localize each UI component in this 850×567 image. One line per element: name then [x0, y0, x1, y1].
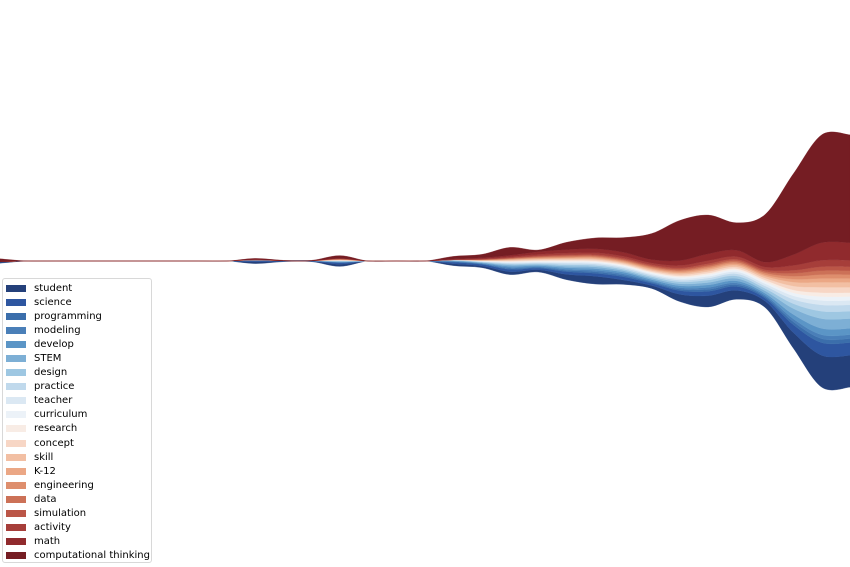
legend: student science programming modeling develop…: [2, 278, 152, 563]
legend-item-k-12: K-12: [6, 464, 151, 478]
legend-swatch: [6, 369, 26, 377]
legend-item-design: design: [6, 366, 151, 380]
legend-item-curriculum: curriculum: [6, 408, 151, 422]
legend-swatch: [6, 467, 26, 475]
legend-swatch: [6, 340, 26, 348]
legend-item-stem: STEM: [6, 351, 151, 365]
legend-label: curriculum: [34, 409, 88, 421]
legend-label: teacher: [34, 395, 73, 407]
legend-item-science: science: [6, 295, 151, 309]
legend-label: STEM: [34, 353, 62, 365]
legend-swatch: [6, 538, 26, 546]
legend-label: skill: [34, 451, 54, 463]
legend-item-practice: practice: [6, 380, 151, 394]
legend-swatch: [6, 552, 26, 560]
legend-label: design: [34, 367, 68, 379]
legend-label: practice: [34, 381, 75, 393]
legend-swatch: [6, 425, 26, 433]
legend-label: computational thinking: [34, 550, 150, 562]
legend-item-computational-thinking: computational thinking: [6, 549, 151, 563]
legend-label: modeling: [34, 324, 81, 336]
legend-item-activity: activity: [6, 521, 151, 535]
legend-swatch: [6, 481, 26, 489]
legend-item-modeling: modeling: [6, 323, 151, 337]
stream-layer-computational-thinking: [0, 131, 850, 263]
legend-swatch: [6, 298, 26, 306]
legend-swatch: [6, 495, 26, 503]
legend-item-data: data: [6, 492, 151, 506]
legend-label: math: [34, 536, 61, 548]
legend-label: student: [34, 282, 73, 294]
legend-item-simulation: simulation: [6, 507, 151, 521]
legend-label: programming: [34, 310, 102, 322]
legend-label: science: [34, 296, 72, 308]
legend-label: simulation: [34, 508, 87, 520]
legend-item-math: math: [6, 535, 151, 549]
legend-label: research: [34, 423, 78, 435]
legend-item-concept: concept: [6, 436, 151, 450]
legend-swatch: [6, 355, 26, 363]
legend-item-programming: programming: [6, 309, 151, 323]
legend-label: develop: [34, 338, 74, 350]
legend-label: data: [34, 493, 57, 505]
legend-label: K-12: [34, 465, 56, 477]
legend-item-skill: skill: [6, 450, 151, 464]
legend-label: activity: [34, 522, 71, 534]
legend-swatch: [6, 439, 26, 447]
legend-item-develop: develop: [6, 337, 151, 351]
legend-item-engineering: engineering: [6, 478, 151, 492]
legend-swatch: [6, 510, 26, 518]
legend-swatch: [6, 397, 26, 405]
legend-swatch: [6, 284, 26, 292]
legend-label: concept: [34, 437, 74, 449]
legend-swatch: [6, 411, 26, 419]
legend-swatch: [6, 312, 26, 320]
legend-item-teacher: teacher: [6, 394, 151, 408]
legend-item-student: student: [6, 281, 151, 295]
legend-label: engineering: [34, 479, 94, 491]
legend-swatch: [6, 326, 26, 334]
legend-item-research: research: [6, 422, 151, 436]
legend-swatch: [6, 383, 26, 391]
legend-swatch: [6, 524, 26, 532]
legend-swatch: [6, 453, 26, 461]
